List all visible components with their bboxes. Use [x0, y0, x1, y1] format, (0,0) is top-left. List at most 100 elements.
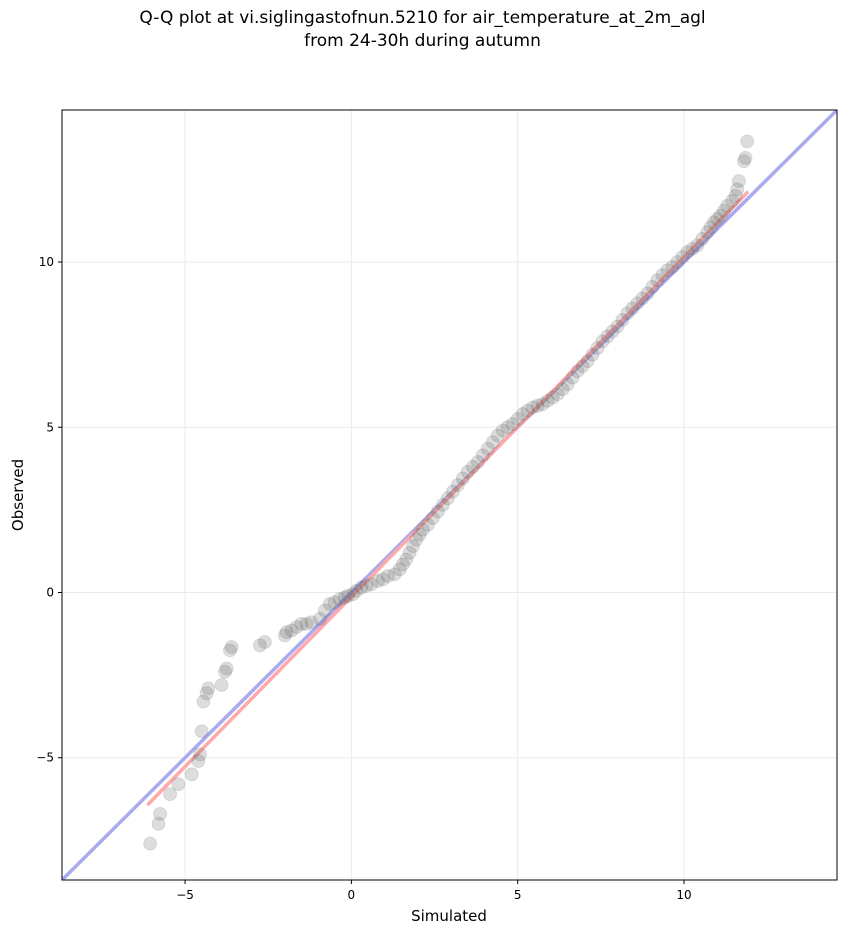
x-axis-label: Simulated [411, 907, 487, 925]
data-point [430, 504, 445, 519]
data-point [600, 329, 615, 344]
data-point [387, 567, 402, 582]
data-point [153, 806, 168, 821]
data-point [485, 435, 500, 450]
data-point [736, 154, 751, 169]
data-point [615, 312, 630, 327]
data-point [279, 625, 294, 640]
data-point [312, 611, 327, 626]
data-points [143, 134, 755, 851]
data-point [720, 198, 735, 213]
data-point [470, 454, 485, 469]
data-point [257, 635, 272, 650]
data-point [341, 588, 356, 603]
chart-title-line-1: Q-Q plot at vi.siglingastofnun.5210 for … [139, 8, 706, 28]
data-point [294, 616, 309, 631]
data-point [740, 134, 755, 149]
data-point [620, 306, 635, 321]
data-point [570, 364, 585, 379]
data-point [163, 787, 178, 802]
data-point [500, 420, 515, 435]
data-point [370, 573, 385, 588]
data-point [460, 464, 475, 479]
x-tick-label: 5 [514, 888, 522, 902]
data-point [575, 359, 590, 374]
data-point [490, 428, 505, 443]
y-tick-label: 5 [46, 420, 54, 434]
data-point [525, 400, 540, 415]
data-point [515, 407, 530, 422]
data-point [630, 296, 645, 311]
data-point [395, 557, 410, 572]
data-point [412, 527, 427, 542]
data-point [143, 836, 158, 851]
data-point [545, 390, 560, 405]
data-point [337, 590, 352, 605]
data-point [520, 403, 535, 418]
data-point [660, 263, 675, 278]
data-point [550, 387, 565, 402]
plot-frame [61, 109, 838, 881]
data-point [510, 411, 525, 426]
data-point [713, 208, 728, 223]
data-point [354, 580, 369, 595]
y-axis-label: Observed [9, 459, 27, 531]
data-point [317, 603, 332, 618]
data-point [700, 225, 715, 240]
data-point [284, 623, 299, 638]
data-point [214, 678, 229, 693]
data-point [327, 595, 342, 610]
data-point [555, 382, 570, 397]
x-tick-label: −5 [176, 888, 194, 902]
data-point [304, 615, 319, 630]
axis-ticks: −5 0 5 10 −5 0 5 10 [36, 255, 691, 902]
data-point [731, 174, 746, 189]
data-point [585, 347, 600, 362]
data-point [725, 193, 740, 208]
data-point [194, 724, 209, 739]
data-point [728, 188, 743, 203]
data-point [535, 397, 550, 412]
data-point [665, 259, 680, 274]
data-point [405, 539, 420, 554]
data-point [655, 268, 670, 283]
y-tick-label: 0 [46, 585, 54, 599]
data-point [565, 370, 580, 385]
data-point [685, 241, 700, 256]
data-point [415, 522, 430, 537]
data-point [399, 552, 414, 567]
data-point [440, 491, 455, 506]
data-point [392, 562, 407, 577]
data-point [346, 587, 361, 602]
data-point [322, 597, 337, 612]
data-point [375, 572, 390, 587]
y-tick-label: −5 [36, 751, 54, 765]
chart-title-line-2: from 24-30h during autumn [304, 31, 541, 51]
data-point [635, 291, 650, 306]
data-point [560, 377, 575, 392]
data-point [625, 301, 640, 316]
data-point [703, 220, 718, 235]
data-point [380, 568, 395, 583]
data-point [590, 340, 605, 355]
fit-line [146, 190, 749, 806]
data-point [299, 616, 314, 631]
data-point [495, 423, 510, 438]
data-point [580, 354, 595, 369]
data-point [465, 459, 480, 474]
data-point [201, 681, 216, 696]
data-point [716, 203, 731, 218]
data-point [364, 577, 379, 592]
y-tick-label: 10 [39, 255, 54, 269]
data-point [640, 286, 655, 301]
data-point [695, 231, 710, 246]
data-point [595, 334, 610, 349]
data-point [706, 215, 721, 230]
data-point [222, 643, 237, 658]
data-point [445, 484, 460, 499]
data-point [505, 416, 520, 431]
data-point [675, 250, 690, 265]
data-point [420, 517, 435, 532]
reference-lines [62, 110, 837, 880]
